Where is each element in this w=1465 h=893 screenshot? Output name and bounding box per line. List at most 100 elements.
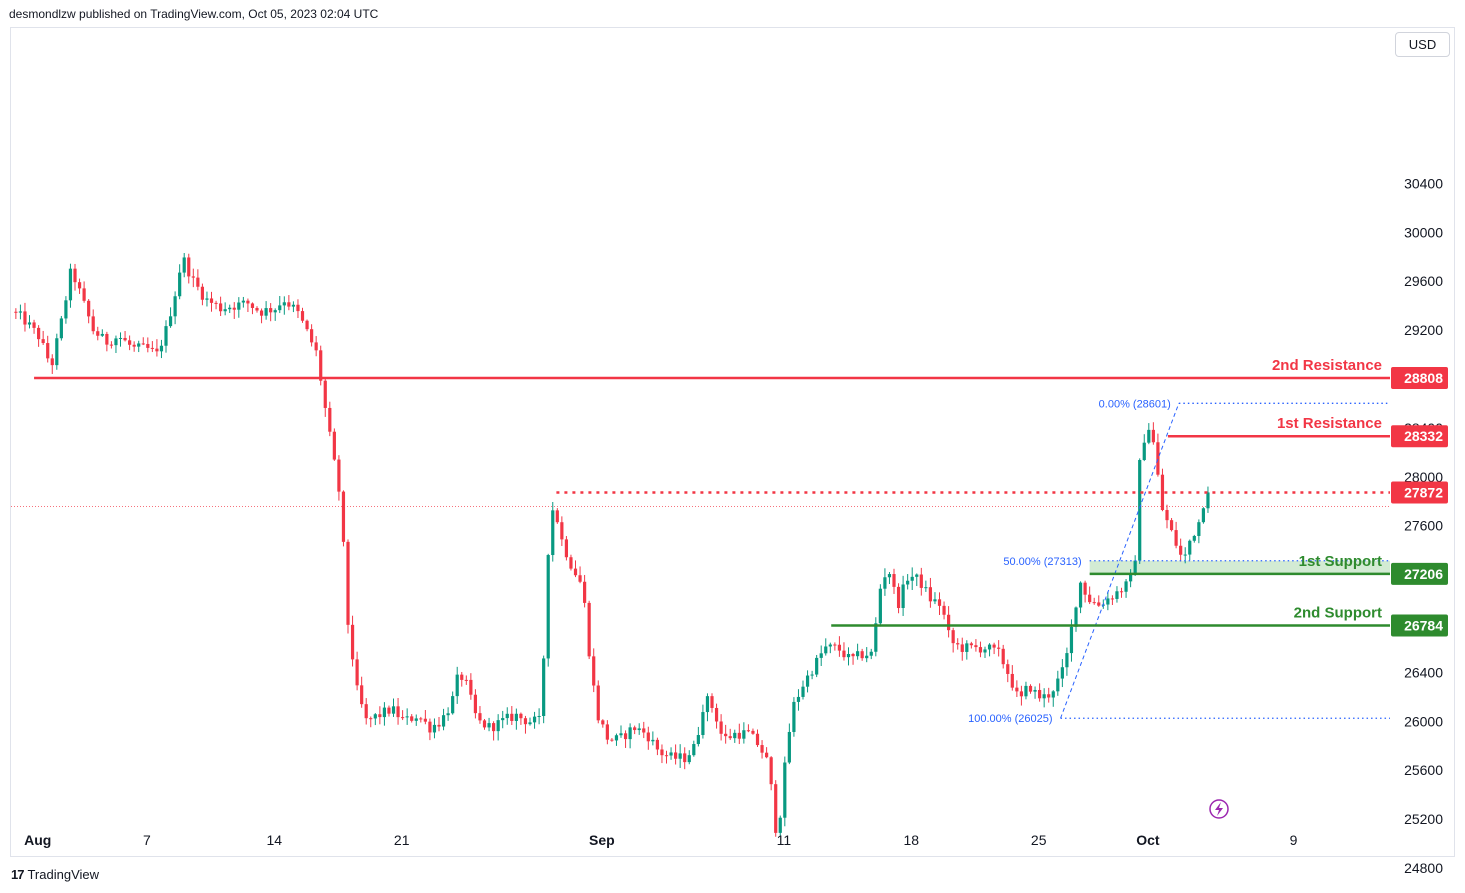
candle-220 bbox=[1015, 680, 1019, 698]
candle-151 bbox=[701, 704, 705, 739]
fib-trend-line[interactable] bbox=[1060, 403, 1180, 719]
price-tag-0 bbox=[1391, 367, 1448, 390]
candle-57 bbox=[273, 308, 277, 321]
candle-159 bbox=[737, 723, 741, 745]
candle-63 bbox=[300, 307, 305, 323]
candle-162 bbox=[751, 728, 755, 735]
candle-86 bbox=[405, 708, 409, 725]
price-tick-8: 28000 bbox=[1404, 469, 1443, 485]
candle-187 bbox=[865, 647, 869, 663]
fib-level-label-2: 100.00% (26025) bbox=[968, 713, 1052, 725]
candle-253 bbox=[1165, 504, 1169, 529]
candle-53 bbox=[255, 306, 259, 313]
candle-70 bbox=[332, 428, 336, 461]
candle-175 bbox=[810, 670, 814, 680]
time-tick-0: Aug bbox=[24, 832, 51, 848]
candle-3 bbox=[27, 315, 32, 329]
candle-82 bbox=[387, 705, 391, 717]
candle-259 bbox=[1192, 534, 1196, 543]
candle-155 bbox=[719, 714, 723, 741]
candle-158 bbox=[733, 729, 737, 743]
candle-60 bbox=[287, 295, 291, 311]
candle-73 bbox=[346, 539, 350, 634]
candle-163 bbox=[755, 729, 760, 747]
candle-134 bbox=[623, 730, 628, 748]
candle-161 bbox=[746, 724, 751, 733]
candle-5 bbox=[37, 325, 41, 347]
candle-142 bbox=[660, 744, 664, 764]
price-tag-text-0: 28808 bbox=[1404, 370, 1443, 386]
candle-97 bbox=[455, 666, 459, 704]
candle-167 bbox=[774, 780, 778, 837]
candle-241 bbox=[1110, 595, 1115, 605]
candle-17 bbox=[91, 309, 95, 335]
level-label-0: 2nd Resistance bbox=[1272, 357, 1382, 374]
level-label-2: 1st Support bbox=[1299, 553, 1382, 570]
candle-62 bbox=[296, 299, 300, 319]
price-tick-3: 26000 bbox=[1404, 713, 1443, 729]
candle-80 bbox=[378, 706, 382, 725]
candle-66 bbox=[314, 336, 318, 357]
candle-120 bbox=[560, 516, 564, 547]
candle-110 bbox=[514, 708, 518, 730]
candle-102 bbox=[478, 706, 482, 724]
candle-256 bbox=[1179, 538, 1183, 562]
candle-178 bbox=[824, 638, 828, 656]
candle-228 bbox=[1051, 690, 1055, 707]
candle-123 bbox=[573, 560, 578, 578]
candle-69 bbox=[328, 401, 332, 437]
candle-141 bbox=[655, 737, 660, 756]
candle-179 bbox=[828, 642, 832, 654]
candle-235 bbox=[1083, 580, 1087, 603]
candle-222 bbox=[1024, 681, 1028, 700]
candle-76 bbox=[360, 676, 364, 708]
lightning-icon[interactable] bbox=[1209, 799, 1229, 819]
tradingview-brand-name: TradingView bbox=[27, 867, 100, 882]
time-tick-7: 25 bbox=[1031, 832, 1047, 848]
candle-115 bbox=[537, 708, 541, 725]
candle-33 bbox=[164, 320, 168, 353]
candle-233 bbox=[1074, 606, 1078, 632]
candle-119 bbox=[555, 508, 559, 524]
candle-93 bbox=[437, 716, 441, 732]
candle-144 bbox=[669, 747, 673, 760]
candle-154 bbox=[714, 703, 719, 729]
candle-135 bbox=[628, 723, 632, 749]
candle-48 bbox=[232, 302, 236, 319]
candle-201 bbox=[928, 577, 933, 608]
candle-7 bbox=[46, 335, 50, 363]
candle-1 bbox=[18, 304, 23, 320]
price-axis: 2480025200256002600026400268002720027600… bbox=[1404, 175, 1443, 876]
candle-168 bbox=[778, 815, 782, 837]
candle-99 bbox=[464, 675, 468, 685]
candle-47 bbox=[228, 304, 232, 314]
candle-157 bbox=[728, 728, 732, 740]
candle-92 bbox=[432, 718, 437, 739]
candle-211 bbox=[974, 639, 978, 652]
candle-216 bbox=[997, 640, 1001, 657]
candle-164 bbox=[760, 740, 764, 759]
candle-217 bbox=[1001, 644, 1005, 669]
candle-107 bbox=[501, 710, 505, 729]
candle-238 bbox=[1097, 595, 1101, 607]
candle-124 bbox=[578, 566, 582, 584]
candle-219 bbox=[1010, 665, 1014, 691]
candle-147 bbox=[683, 747, 687, 770]
candle-221 bbox=[1019, 685, 1024, 706]
price-tick-13: 30000 bbox=[1404, 224, 1443, 240]
candle-184 bbox=[851, 652, 855, 665]
candle-42 bbox=[205, 291, 209, 307]
currency-selector-button[interactable]: USD bbox=[1395, 32, 1450, 57]
candle-198 bbox=[915, 573, 919, 587]
price-tag-text-2: 27206 bbox=[1404, 566, 1443, 582]
candle-246 bbox=[1133, 555, 1137, 576]
candle-100 bbox=[469, 673, 473, 700]
price-tick-4: 26400 bbox=[1404, 664, 1443, 680]
candle-245 bbox=[1129, 569, 1133, 588]
candle-242 bbox=[1115, 586, 1119, 603]
candle-128 bbox=[596, 680, 600, 724]
candle-156 bbox=[724, 724, 728, 744]
candle-210 bbox=[969, 641, 973, 649]
tradingview-logo[interactable]: 17 TradingView bbox=[11, 867, 99, 882]
